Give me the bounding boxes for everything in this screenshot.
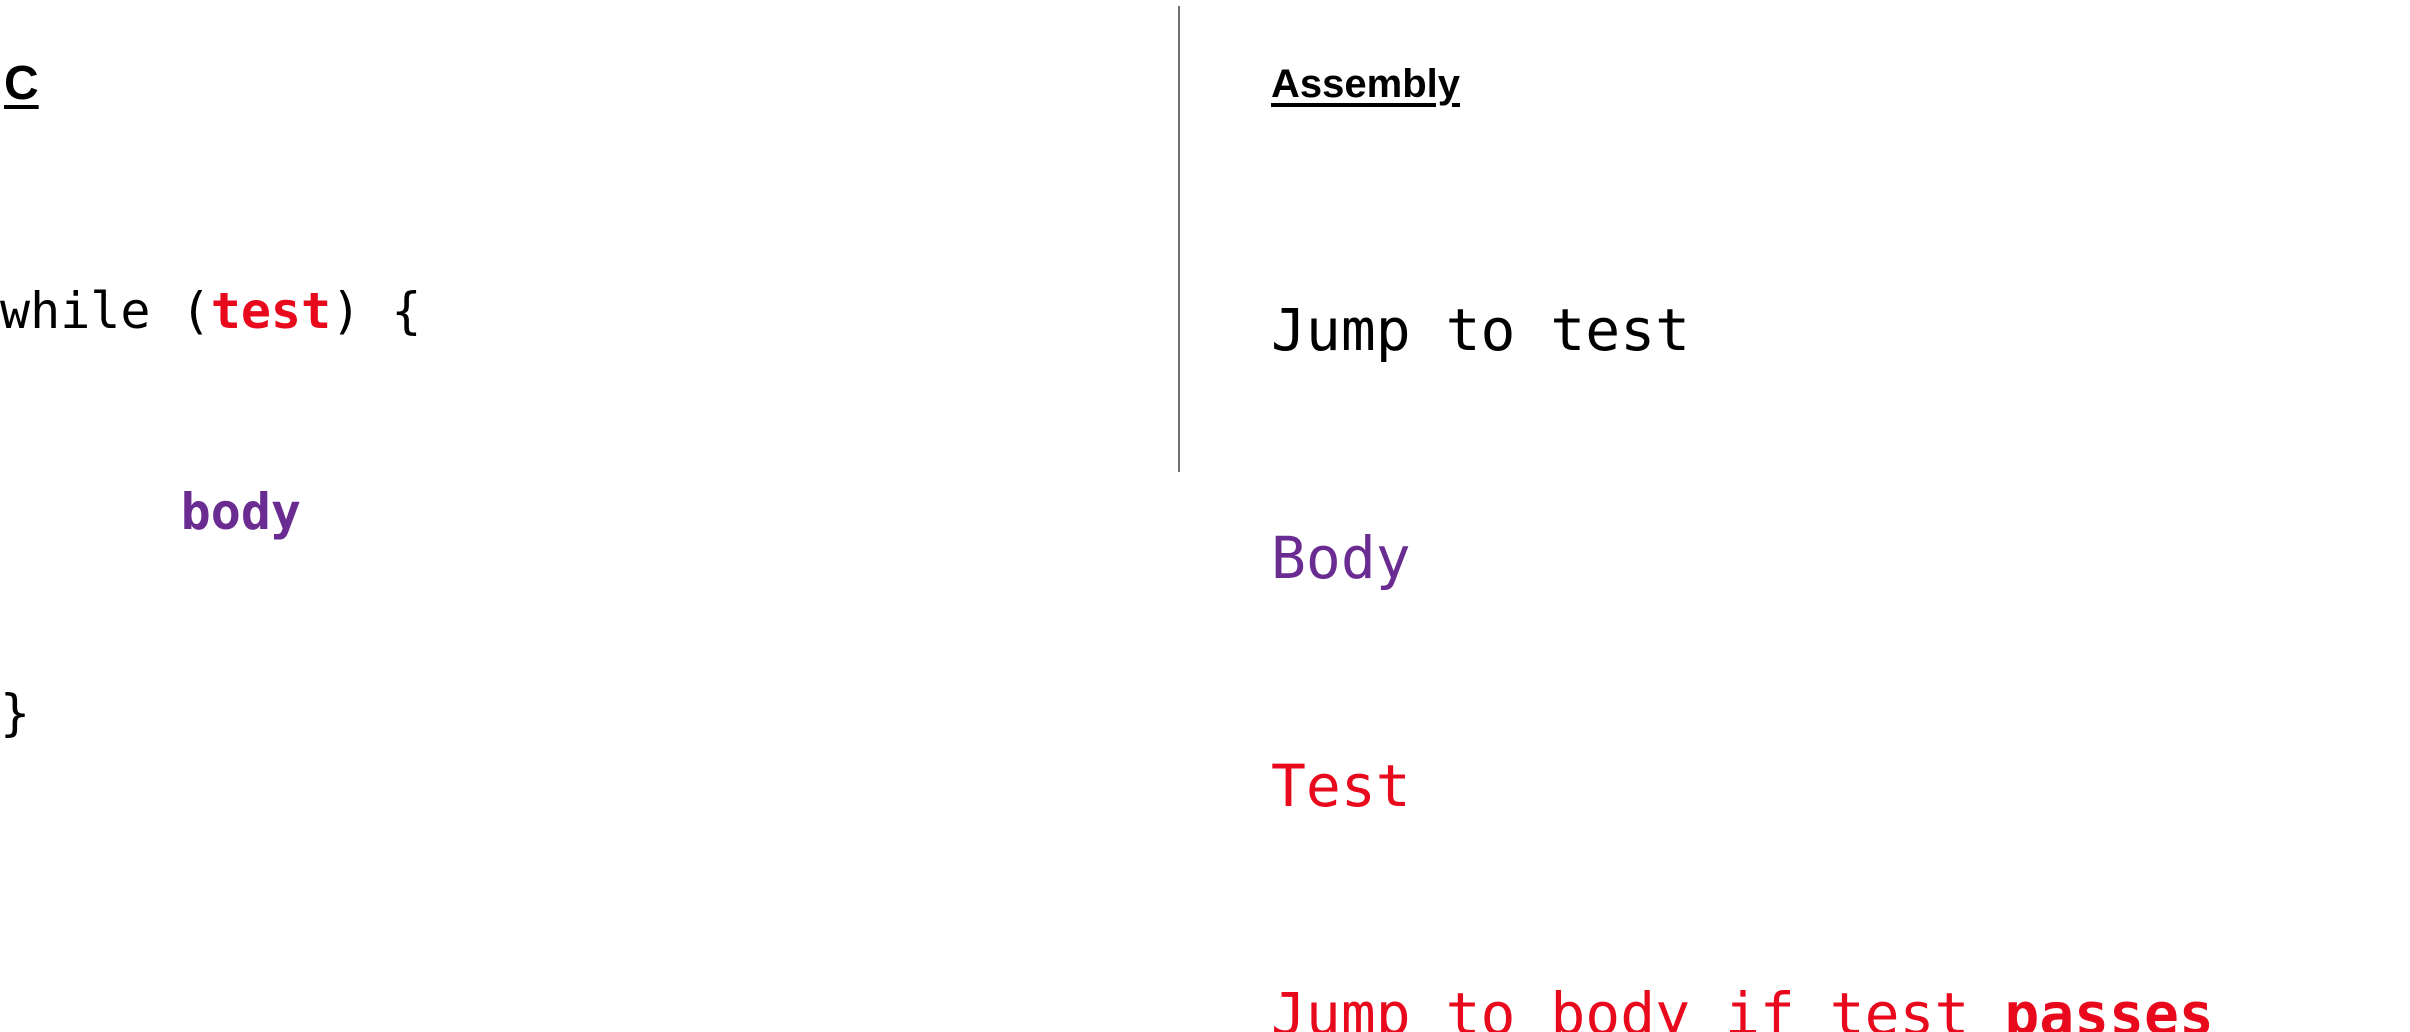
asm-line-body: Body [1271,524,1411,592]
c-code-line-while: while (test) { [0,278,421,345]
assembly-code-block: Jump to test Body Test Jump to body if t… [1271,140,2214,1032]
asm-line-jump-to-body: Jump to body if test passes [1271,976,2214,1032]
while-suffix: ) { [331,282,422,340]
body-keyword: body [180,483,302,541]
passes-emphasis: passes [2004,980,2214,1032]
c-code-line-close: } [0,684,31,742]
c-code-line-body: body [0,479,421,546]
asm-line-jump-to-test: Jump to test [1271,296,1691,364]
assembly-heading: Assembly [1271,62,1460,106]
test-keyword: test [210,282,332,340]
jump-to-body-prefix: Jump to body if test [1271,980,2005,1032]
while-prefix: while ( [0,282,211,340]
c-heading: C [4,57,39,110]
vertical-divider [1178,6,1180,472]
body-indent [0,483,181,541]
asm-line-test: Test [1271,752,1411,820]
c-code-block: while (test) { body } [0,144,421,881]
